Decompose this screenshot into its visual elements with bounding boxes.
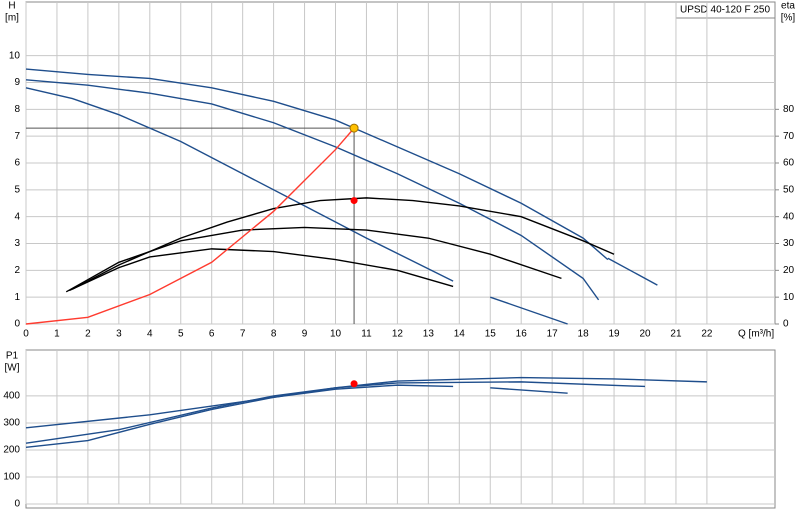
y-tick-label: 400 [3,391,20,402]
y-tick-label: 100 [3,472,20,483]
y-tick-label: 10 [9,50,21,61]
bottom-frame [25,349,776,509]
x-tick-label: 5 [178,329,184,340]
curve [25,376,707,429]
x-tick-label: 0 [23,329,29,340]
y2-tick-label: 70 [783,131,795,142]
x-tick-label: 9 [302,329,308,340]
y-tick-label: 6 [14,158,20,169]
y-tick-label: 5 [14,184,20,195]
x-tick-label: 3 [116,329,122,340]
y-label: H [8,1,15,12]
curve [25,68,609,261]
y-tick-label: 7 [14,131,20,142]
product-label: UPSD 40-120 F 250 [680,5,770,16]
x-tick-label: 7 [240,329,246,340]
curve [490,296,568,325]
curve [69,248,454,292]
curve [490,387,568,394]
x-tick-label: 18 [578,329,590,340]
curve [25,381,646,444]
x-label: Q [m³/h] [738,329,774,340]
y-label: P1 [6,351,19,362]
y-unit: [m] [5,13,19,24]
y-tick-label: 8 [14,104,20,115]
curve [25,79,600,301]
curve [25,87,454,282]
y2-tick-label: 30 [783,238,795,249]
y-tick-label: 3 [14,238,20,249]
y2-tick-label: 50 [783,184,795,195]
y-tick-label: 9 [14,77,20,88]
y-unit: [W] [5,363,20,374]
y-tick-label: 1 [14,292,20,303]
x-tick-label: 20 [639,329,651,340]
x-tick-label: 13 [423,329,435,340]
y2-tick-label: 10 [783,292,795,303]
x-tick-label: 19 [608,329,620,340]
x-tick-label: 1 [54,329,60,340]
x-tick-label: 15 [485,329,497,340]
y2-tick-label: 20 [783,265,795,276]
curve [65,226,562,293]
duty-point [350,380,358,388]
curve [72,197,615,290]
y-tick-label: 200 [3,445,20,456]
x-tick-label: 10 [330,329,342,340]
operating-point [349,123,359,133]
curve [607,257,658,286]
x-tick-label: 6 [209,329,215,340]
y-tick-label: 2 [14,265,20,276]
x-tick-label: 4 [147,329,153,340]
y-tick-label: 300 [3,418,20,429]
x-tick-label: 11 [361,329,372,340]
y-tick-label: 0 [14,499,20,510]
x-tick-label: 16 [516,329,528,340]
x-tick-label: 2 [85,329,91,340]
y2-tick-label: 60 [783,158,795,169]
x-tick-label: 14 [454,329,466,340]
y2-tick-label: 80 [783,104,795,115]
x-tick-label: 22 [701,329,713,340]
y2-tick-label: 0 [783,319,789,330]
x-tick-label: 21 [670,329,682,340]
y2-label: eta [781,1,795,12]
eta-point [350,197,358,205]
y-tick-label: 4 [14,211,20,222]
x-tick-label: 8 [271,329,277,340]
curve [25,384,454,448]
x-tick-label: 12 [392,329,404,340]
x-tick-label: 17 [547,329,559,340]
y2-tick-label: 40 [783,211,795,222]
curve [25,127,355,325]
y-tick-label: 0 [14,319,20,330]
y2-unit: [%] [781,13,796,24]
